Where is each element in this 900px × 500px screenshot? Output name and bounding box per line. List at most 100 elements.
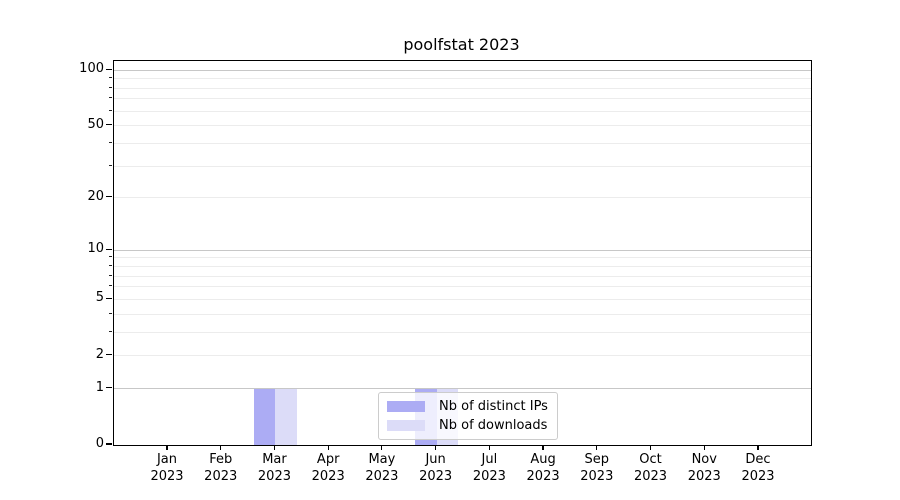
y-minor-tick-mark xyxy=(109,109,112,111)
y-tick-mark xyxy=(106,443,112,445)
x-tick-label: Sep 2023 xyxy=(565,451,629,485)
x-tick-year: 2023 xyxy=(257,469,291,484)
legend-item-downloads: Nb of downloads xyxy=(387,416,548,435)
x-tick-month: Jan xyxy=(156,452,178,467)
y-minor-tick-mark xyxy=(109,312,112,314)
x-tick-month: Apr xyxy=(316,452,340,467)
x-tick-year: 2023 xyxy=(204,469,238,484)
minor-gridline xyxy=(114,257,811,259)
legend-label-distinct-ips: Nb of distinct IPs xyxy=(439,399,548,414)
minor-gridline xyxy=(114,142,811,144)
y-tick-label: 50 xyxy=(87,116,104,132)
x-tick-mark xyxy=(757,445,759,450)
y-tick-mark xyxy=(106,124,112,126)
legend: Nb of distinct IPs Nb of downloads xyxy=(378,392,558,440)
x-tick-month: Nov xyxy=(691,452,717,467)
y-tick-label: 100 xyxy=(79,61,104,77)
minor-gridline xyxy=(114,275,811,277)
x-tick-month: Jun xyxy=(425,452,446,467)
x-tick-label: Apr 2023 xyxy=(296,451,360,485)
major-gridline xyxy=(114,69,811,71)
x-tick-mark xyxy=(220,445,222,450)
x-tick-mark xyxy=(703,445,705,450)
x-tick-mark xyxy=(273,445,276,450)
x-tick-label: Dec 2023 xyxy=(726,451,790,485)
plot-area xyxy=(113,60,812,446)
y-minor-tick-mark xyxy=(109,77,112,79)
x-tick-label: Mar 2023 xyxy=(242,451,306,485)
minor-gridline xyxy=(114,125,811,127)
major-gridline xyxy=(114,249,811,251)
y-minor-tick-mark xyxy=(109,256,112,258)
x-tick-mark xyxy=(381,445,383,450)
minor-gridline xyxy=(114,286,811,288)
x-tick-year: 2023 xyxy=(365,469,399,484)
x-tick-year: 2023 xyxy=(580,469,614,484)
y-minor-tick-mark xyxy=(109,265,112,267)
minor-gridline xyxy=(114,87,811,89)
legend-label-downloads: Nb of downloads xyxy=(439,418,548,433)
minor-gridline xyxy=(114,78,811,80)
y-minor-tick-mark xyxy=(109,285,112,287)
x-tick-month: Feb xyxy=(209,452,233,467)
x-tick-month: Sep xyxy=(584,452,610,467)
y-minor-tick-mark xyxy=(109,274,112,276)
minor-gridline xyxy=(114,355,811,357)
x-tick-mark xyxy=(327,445,329,450)
legend-item-distinct-ips: Nb of distinct IPs xyxy=(387,397,548,416)
y-tick-label: 20 xyxy=(87,188,104,204)
x-tick-month: Mar xyxy=(262,452,287,467)
x-tick-mark xyxy=(166,445,168,450)
x-tick-label: Nov 2023 xyxy=(672,451,736,485)
y-tick-mark xyxy=(106,196,112,198)
y-minor-tick-mark xyxy=(109,141,112,143)
x-tick-year: 2023 xyxy=(741,469,775,484)
x-tick-year: 2023 xyxy=(472,469,506,484)
legend-swatch-distinct-ips xyxy=(387,401,425,412)
y-tick-label: 10 xyxy=(87,241,104,257)
x-tick-year: 2023 xyxy=(526,469,560,484)
legend-swatch-downloads xyxy=(387,420,425,431)
x-tick-month: Jul xyxy=(481,452,498,467)
minor-gridline xyxy=(114,98,811,100)
x-tick-label: Jan 2023 xyxy=(135,451,199,485)
grid-layer xyxy=(114,61,811,445)
y-minor-tick-mark xyxy=(109,330,112,332)
x-tick-year: 2023 xyxy=(633,469,668,484)
bar-layer xyxy=(114,61,811,445)
x-tick-label: May 2023 xyxy=(350,451,414,485)
x-tick-year: 2023 xyxy=(150,469,184,484)
x-tick-year: 2023 xyxy=(687,469,721,484)
x-tick-month: Aug xyxy=(530,452,556,467)
x-tick-year: 2023 xyxy=(419,469,453,484)
x-tick-month: May xyxy=(368,452,396,467)
x-tick-mark xyxy=(542,445,544,450)
y-tick-mark xyxy=(106,354,112,356)
major-gridline xyxy=(114,388,811,390)
y-tick-label: 5 xyxy=(95,290,104,306)
x-tick-label: Jul 2023 xyxy=(457,451,521,485)
y-tick-mark xyxy=(106,68,112,70)
x-tick-month: Dec xyxy=(745,452,771,467)
x-tick-label: Feb 2023 xyxy=(189,451,253,485)
x-tick-mark xyxy=(649,445,652,450)
y-minor-tick-mark xyxy=(109,164,112,166)
minor-gridline xyxy=(114,331,811,333)
x-tick-mark xyxy=(488,445,490,450)
minor-gridline xyxy=(114,313,811,315)
x-tick-label: Oct 2023 xyxy=(619,451,683,485)
minor-gridline xyxy=(114,110,811,112)
x-tick-mark xyxy=(596,445,598,450)
x-tick-mark xyxy=(435,445,437,450)
minor-gridline xyxy=(114,298,811,300)
minor-gridline xyxy=(114,165,811,167)
y-tick-mark xyxy=(106,387,112,389)
y-tick-mark xyxy=(106,297,112,300)
y-minor-tick-mark xyxy=(109,86,112,88)
x-tick-label: Aug 2023 xyxy=(511,451,575,485)
y-tick-label: 2 xyxy=(95,346,104,362)
x-tick-label: Jun 2023 xyxy=(404,451,468,485)
y-tick-label: 0 xyxy=(95,436,104,451)
minor-gridline xyxy=(114,266,811,268)
